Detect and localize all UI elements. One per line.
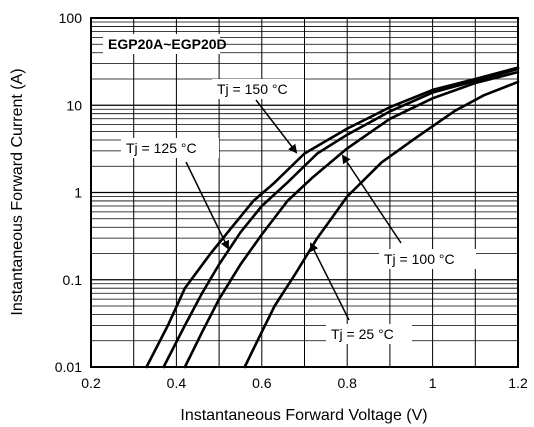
series-line-3 bbox=[183, 70, 520, 369]
series-line-4 bbox=[243, 80, 520, 369]
ticks: 0.2 0.4 0.6 0.8 1 1.2 0.01 0.1 1 10 100 bbox=[55, 10, 528, 391]
annotations: EGP20A~EGP20D Tj = 150 °C Tj = 125 °C Tj = … bbox=[103, 34, 476, 344]
chart-title-bg bbox=[103, 34, 220, 54]
y-tick-label: 0.01 bbox=[55, 359, 82, 375]
annotation-bg-3 bbox=[379, 249, 476, 269]
y-tick-label: 100 bbox=[59, 10, 83, 26]
annotation-label-4: Tj = 25 °C bbox=[331, 326, 394, 342]
y-axis-title: Instantaneous Forward Current (A) bbox=[9, 68, 26, 315]
x-axis-title: Instantaneous Forward Voltage (V) bbox=[180, 407, 427, 424]
annotation-label-1: Tj = 150 °C bbox=[217, 81, 288, 97]
series-line-2 bbox=[162, 67, 520, 369]
y-tick-label: 0.1 bbox=[63, 272, 83, 288]
x-tick-label: 1.2 bbox=[508, 375, 528, 391]
x-tick-label: 0.6 bbox=[252, 375, 272, 391]
annotation-arrow-3 bbox=[341, 154, 402, 244]
annotation-arrow-4 bbox=[310, 242, 350, 321]
annotation-arrow-1 bbox=[255, 99, 298, 154]
plot-frame bbox=[90, 17, 519, 368]
x-tick-label: 0.4 bbox=[167, 375, 187, 391]
y-tick-label: 10 bbox=[66, 97, 82, 113]
annotation-bg-2 bbox=[121, 138, 219, 158]
annotation-bg-4 bbox=[326, 324, 412, 344]
annotation-bg-1 bbox=[212, 79, 304, 99]
x-tick-label: 0.2 bbox=[81, 375, 101, 391]
chart-title: EGP20A~EGP20D bbox=[108, 36, 227, 52]
x-tick-label: 0.8 bbox=[337, 375, 357, 391]
annotation-label-3: Tj = 100 °C bbox=[384, 251, 455, 267]
series-line-1 bbox=[145, 66, 520, 369]
annotation-label-2: Tj = 125 °C bbox=[126, 140, 197, 156]
annotation-arrow-2 bbox=[185, 161, 229, 250]
grid bbox=[91, 18, 518, 367]
x-tick-label: 1 bbox=[429, 375, 437, 391]
curves bbox=[145, 66, 520, 369]
y-tick-label: 1 bbox=[74, 185, 82, 201]
